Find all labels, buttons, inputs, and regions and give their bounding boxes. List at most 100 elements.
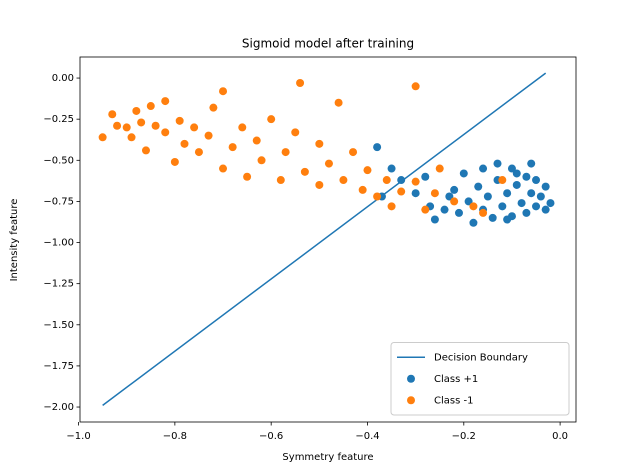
scatter-point — [373, 143, 382, 152]
legend-box — [390, 342, 570, 416]
scatter-point — [435, 164, 444, 173]
scatter-point — [358, 185, 367, 194]
scatter-point — [512, 169, 521, 178]
x-axis-label: Symmetry feature — [282, 452, 373, 463]
scatter-point — [479, 164, 488, 173]
decision-boundary — [102, 72, 547, 406]
scatter-point — [479, 208, 488, 217]
x-tick-label: 0.0 — [552, 431, 568, 442]
scatter-point — [450, 197, 459, 206]
scatter-point — [132, 106, 141, 115]
scatter-point — [421, 172, 430, 181]
x-tick-label: −0.2 — [452, 431, 476, 442]
y-tick-label: −0.25 — [43, 114, 74, 125]
y-tick-label: −0.50 — [43, 155, 74, 166]
scatter-point — [527, 159, 536, 168]
scatter-point — [387, 202, 396, 211]
scatter-point — [512, 180, 521, 189]
scatter-point — [175, 116, 184, 125]
legend-marker — [407, 374, 415, 383]
scatter-point — [190, 123, 199, 132]
scatter-point — [527, 189, 536, 198]
axes-frame — [79, 56, 577, 423]
scatter-point — [373, 192, 382, 201]
scatter-point — [503, 189, 512, 198]
scatter-point — [522, 208, 531, 217]
scatter-point — [469, 202, 478, 211]
scatter-point — [382, 176, 391, 185]
scatter-point — [243, 172, 252, 181]
scatter-point — [411, 82, 420, 91]
x-tick-label: −1.0 — [66, 431, 90, 442]
scatter-point — [522, 172, 531, 181]
scatter-point — [209, 103, 218, 112]
scatter-point — [411, 177, 420, 186]
scatter-point — [108, 110, 117, 119]
scatter-point — [517, 199, 526, 208]
scatter-point — [98, 133, 107, 142]
scatter-point — [252, 136, 261, 145]
scatter-point — [430, 189, 439, 198]
scatter-point — [161, 97, 170, 106]
scatter-point — [219, 164, 228, 173]
scatter-point — [315, 180, 324, 189]
scatter-point — [474, 182, 483, 191]
scatter-point — [532, 176, 541, 185]
scatter-point — [363, 166, 372, 175]
y-tick-label: −2.00 — [43, 402, 74, 413]
y-tick-label: −1.75 — [43, 361, 74, 372]
scatter-point — [541, 205, 550, 214]
legend-label: Class -1 — [434, 395, 473, 406]
x-tick-label: −0.4 — [355, 431, 379, 442]
legend-label: Class +1 — [434, 374, 478, 385]
y-tick-label: −1.00 — [43, 238, 74, 249]
scatter-point — [170, 157, 179, 166]
scatter-point — [440, 205, 449, 214]
scatter-point — [194, 148, 203, 157]
legend-marker — [407, 396, 415, 405]
x-tick-label: −0.6 — [259, 431, 283, 442]
scatter-point — [421, 205, 430, 214]
scatter-point — [180, 139, 189, 148]
scatter-point — [349, 148, 358, 157]
y-tick-label: −1.50 — [43, 320, 74, 331]
scatter-point — [454, 208, 463, 217]
scatter-point — [532, 202, 541, 211]
scatter-point — [334, 98, 343, 107]
scatter-point — [411, 189, 420, 198]
chart-title: Sigmoid model after training — [242, 37, 414, 51]
scatter-point — [507, 164, 516, 173]
scatter-point — [493, 159, 502, 168]
scatter-point — [122, 123, 131, 132]
scatter-point — [315, 139, 324, 148]
scatter-point — [151, 121, 160, 130]
scatter-point — [498, 202, 507, 211]
scatter-point — [498, 176, 507, 185]
scatter-point — [464, 197, 473, 206]
scatter-point — [161, 128, 170, 137]
scatter-point — [483, 192, 492, 201]
scatter-point — [536, 192, 545, 201]
scatter-point — [459, 169, 468, 178]
scatter-point — [541, 182, 550, 191]
scatter-point — [291, 128, 300, 137]
y-tick-label: 0.00 — [52, 73, 74, 84]
scatter-point — [281, 148, 290, 157]
scatter-point — [267, 115, 276, 124]
scatter-point — [276, 176, 285, 185]
scatter-point — [488, 213, 497, 222]
scatter-point — [257, 156, 266, 165]
scatter-point — [219, 87, 228, 96]
scatter-point — [387, 164, 396, 173]
y-tick-label: −0.75 — [43, 196, 74, 207]
scatter-point — [324, 159, 333, 168]
scatter-point — [546, 199, 555, 208]
scatter-point — [113, 121, 122, 130]
scatter-point — [300, 167, 309, 176]
x-tick-label: −0.8 — [163, 431, 187, 442]
scatter-point — [503, 215, 512, 224]
y-axis-label: Intensity feature — [9, 199, 20, 282]
scatter-point — [204, 131, 213, 140]
scatter-point — [141, 146, 150, 155]
